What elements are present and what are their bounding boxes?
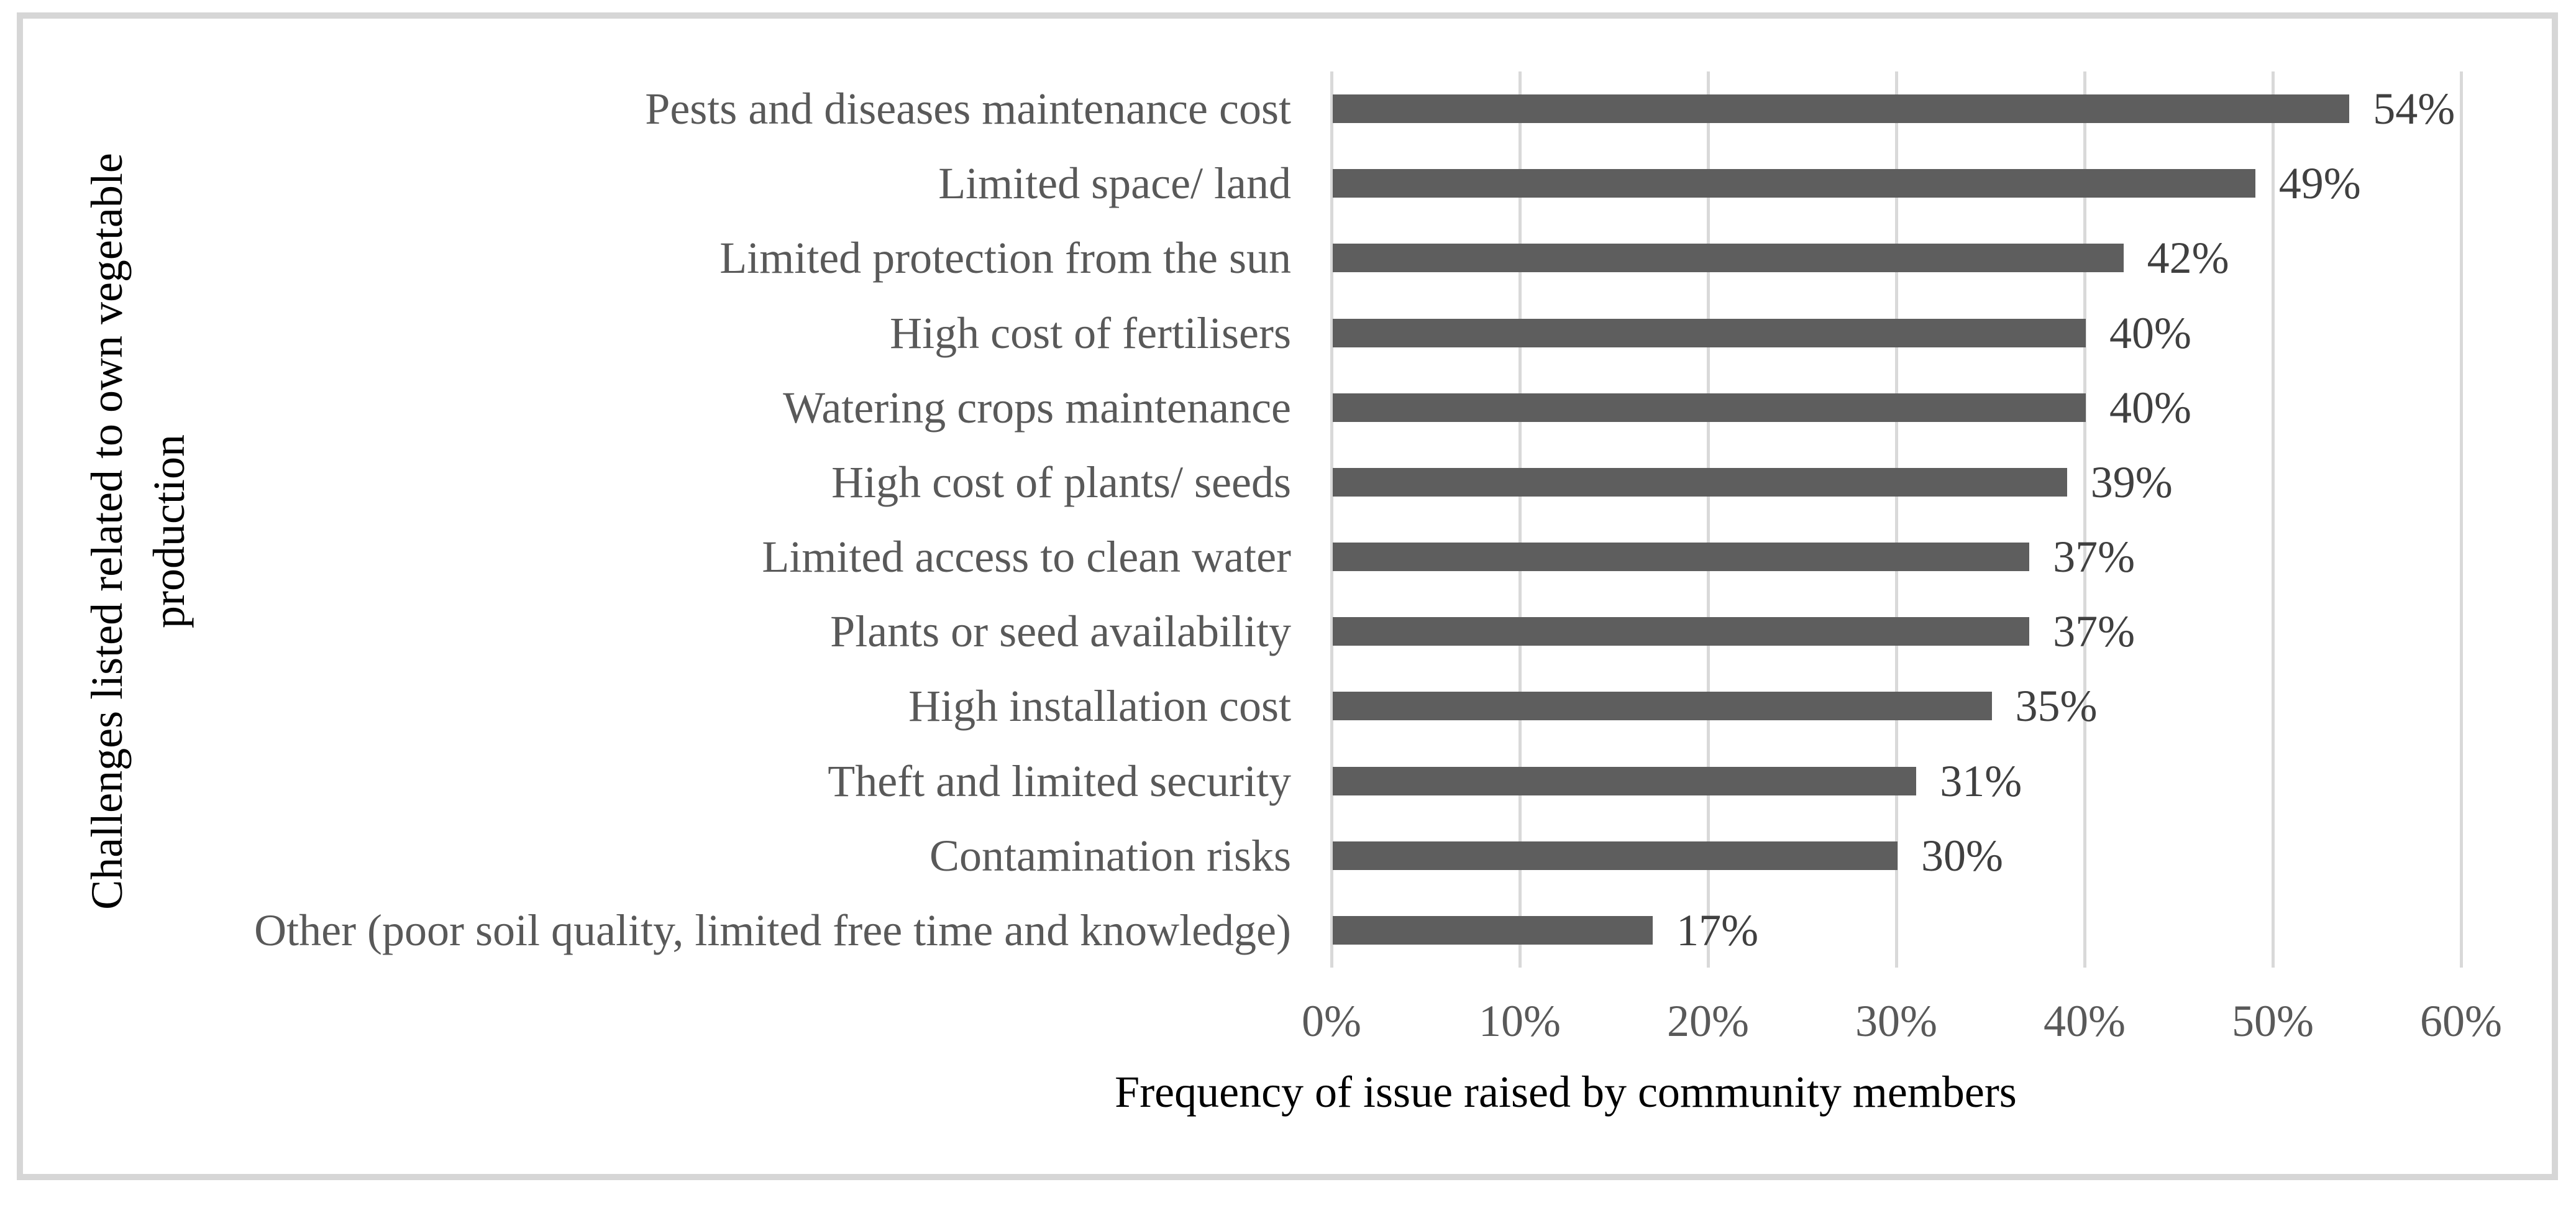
gridline-50% xyxy=(2272,71,2275,968)
x-tick-label: 60% xyxy=(2420,996,2502,1046)
gridline-40% xyxy=(2083,71,2086,968)
x-tick-label: 40% xyxy=(2044,996,2126,1046)
bar xyxy=(1333,393,2086,422)
category-label: Watering crops maintenance xyxy=(783,382,1291,433)
gridline-30% xyxy=(1895,71,1898,968)
y-axis-title: Challenges listed related to own vegetab… xyxy=(82,153,194,910)
category-label: High cost of plants/ seeds xyxy=(831,457,1291,507)
value-label: 40% xyxy=(2109,382,2191,433)
x-tick-label: 50% xyxy=(2232,996,2314,1046)
value-label: 17% xyxy=(1676,905,1759,955)
bar xyxy=(1333,692,1992,721)
value-label: 37% xyxy=(2053,607,2135,657)
gridline-60% xyxy=(2460,71,2463,968)
category-label: Limited protection from the sun xyxy=(719,233,1291,283)
bar xyxy=(1333,915,1653,945)
bar xyxy=(1333,467,2067,497)
gridline-10% xyxy=(1519,71,1522,968)
bar xyxy=(1333,766,1917,795)
x-tick-label: 20% xyxy=(1667,996,1749,1046)
x-tick-label: 10% xyxy=(1479,996,1561,1046)
value-label: 54% xyxy=(2373,84,2455,134)
category-label: High installation cost xyxy=(908,681,1291,731)
value-label: 31% xyxy=(1940,756,2022,806)
bar xyxy=(1333,617,2030,646)
bar xyxy=(1333,318,2086,347)
value-label: 40% xyxy=(2109,308,2191,358)
category-label: Other (poor soil quality, limited free t… xyxy=(254,905,1291,955)
category-label: Pests and diseases maintenance cost xyxy=(645,84,1291,134)
gridline-20% xyxy=(1707,71,1710,968)
bar xyxy=(1333,841,1898,870)
value-label: 42% xyxy=(2147,233,2229,283)
bar xyxy=(1333,543,2030,572)
value-label: 39% xyxy=(2090,457,2173,507)
chart-frame-border xyxy=(17,12,2558,1180)
x-axis-title: Frequency of issue raised by community m… xyxy=(1115,1067,2017,1117)
category-label: High cost of fertilisers xyxy=(890,308,1291,358)
x-tick-label: 0% xyxy=(1302,996,1361,1046)
bar xyxy=(1333,169,2255,198)
category-label: Limited space/ land xyxy=(938,158,1291,209)
bar xyxy=(1333,244,2124,273)
bar xyxy=(1333,94,2350,124)
value-label: 30% xyxy=(1921,830,2003,881)
gridline-0% xyxy=(1330,71,1333,968)
x-tick-label: 30% xyxy=(1855,996,1937,1046)
category-label: Contamination risks xyxy=(929,830,1291,881)
category-label: Theft and limited security xyxy=(828,756,1291,806)
value-label: 49% xyxy=(2278,158,2361,209)
value-label: 37% xyxy=(2053,532,2135,582)
category-label: Limited access to clean water xyxy=(762,532,1291,582)
value-label: 35% xyxy=(2015,681,2098,731)
category-label: Plants or seed availability xyxy=(830,607,1291,657)
